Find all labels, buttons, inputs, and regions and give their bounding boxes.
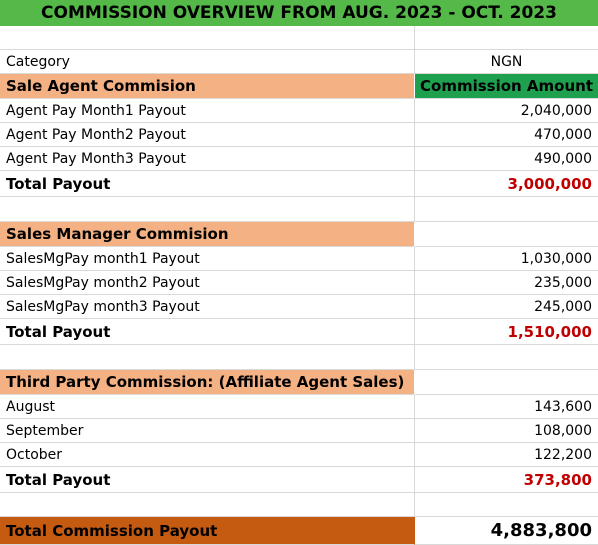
table-row: SalesMgPay month1 Payout 1,030,000 <box>0 247 598 271</box>
cell[interactable] <box>415 26 598 50</box>
row-label[interactable]: September <box>0 419 415 443</box>
table-row: Agent Pay Month1 Payout 2,040,000 <box>0 99 598 123</box>
cell[interactable] <box>415 197 598 222</box>
row-label[interactable]: Agent Pay Month1 Payout <box>0 99 415 123</box>
blank-row <box>0 345 598 370</box>
section-header-third-party: Third Party Commission: (Affiliate Agent… <box>0 370 598 395</box>
total-value[interactable]: 3,000,000 <box>415 171 598 197</box>
total-label[interactable]: Total Payout <box>0 319 415 345</box>
table-row: October 122,200 <box>0 443 598 467</box>
section-header-sales-agent: Sale Agent Commision Commission Amount <box>0 74 598 99</box>
section-header-sales-manager: Sales Manager Commision <box>0 222 598 247</box>
row-value[interactable]: 490,000 <box>415 147 598 171</box>
category-label[interactable]: Category <box>0 50 415 74</box>
row-value[interactable]: 235,000 <box>415 271 598 295</box>
total-label[interactable]: Total Payout <box>0 467 415 493</box>
cell[interactable] <box>415 222 598 247</box>
row-value[interactable]: 245,000 <box>415 295 598 319</box>
table-row: SalesMgPay month2 Payout 235,000 <box>0 271 598 295</box>
cell[interactable] <box>0 493 415 517</box>
blank-row <box>0 26 598 50</box>
commission-amount-heading[interactable]: Commission Amount <box>415 74 598 99</box>
total-row: Total Payout 3,000,000 <box>0 171 598 197</box>
grand-total-label[interactable]: Total Commission Payout <box>0 517 415 545</box>
row-label[interactable]: Agent Pay Month3 Payout <box>0 147 415 171</box>
cell[interactable] <box>0 197 415 222</box>
total-value[interactable]: 373,800 <box>415 467 598 493</box>
row-value[interactable]: 1,030,000 <box>415 247 598 271</box>
grand-total-value[interactable]: 4,883,800 <box>415 517 598 545</box>
blank-row <box>0 493 598 517</box>
currency-label[interactable]: NGN <box>415 50 598 74</box>
table-row: August 143,600 <box>0 395 598 419</box>
row-label[interactable]: Agent Pay Month2 Payout <box>0 123 415 147</box>
header-row: Category NGN <box>0 50 598 74</box>
grand-total-row: Total Commission Payout 4,883,800 <box>0 517 598 545</box>
table-row: Agent Pay Month3 Payout 490,000 <box>0 147 598 171</box>
cell[interactable] <box>0 345 415 370</box>
section-heading[interactable]: Third Party Commission: (Affiliate Agent… <box>0 370 415 395</box>
row-value[interactable]: 470,000 <box>415 123 598 147</box>
section-heading[interactable]: Sales Manager Commision <box>0 222 415 247</box>
total-row: Total Payout 373,800 <box>0 467 598 493</box>
row-label[interactable]: SalesMgPay month3 Payout <box>0 295 415 319</box>
cell[interactable] <box>415 345 598 370</box>
row-label[interactable]: SalesMgPay month2 Payout <box>0 271 415 295</box>
row-label[interactable]: SalesMgPay month1 Payout <box>0 247 415 271</box>
table-row: September 108,000 <box>0 419 598 443</box>
cell[interactable] <box>415 370 598 395</box>
row-label[interactable]: October <box>0 443 415 467</box>
row-value[interactable]: 2,040,000 <box>415 99 598 123</box>
cell[interactable] <box>415 493 598 517</box>
row-value[interactable]: 143,600 <box>415 395 598 419</box>
row-label[interactable]: August <box>0 395 415 419</box>
table-row: SalesMgPay month3 Payout 245,000 <box>0 295 598 319</box>
table-row: Agent Pay Month2 Payout 470,000 <box>0 123 598 147</box>
blank-row <box>0 197 598 222</box>
total-label[interactable]: Total Payout <box>0 171 415 197</box>
sheet-title: COMMISSION OVERVIEW FROM AUG. 2023 - OCT… <box>41 3 557 23</box>
title-row: COMMISSION OVERVIEW FROM AUG. 2023 - OCT… <box>0 0 598 26</box>
row-value[interactable]: 108,000 <box>415 419 598 443</box>
total-row: Total Payout 1,510,000 <box>0 319 598 345</box>
total-value[interactable]: 1,510,000 <box>415 319 598 345</box>
row-value[interactable]: 122,200 <box>415 443 598 467</box>
cell[interactable] <box>0 26 415 50</box>
section-heading[interactable]: Sale Agent Commision <box>0 74 415 99</box>
